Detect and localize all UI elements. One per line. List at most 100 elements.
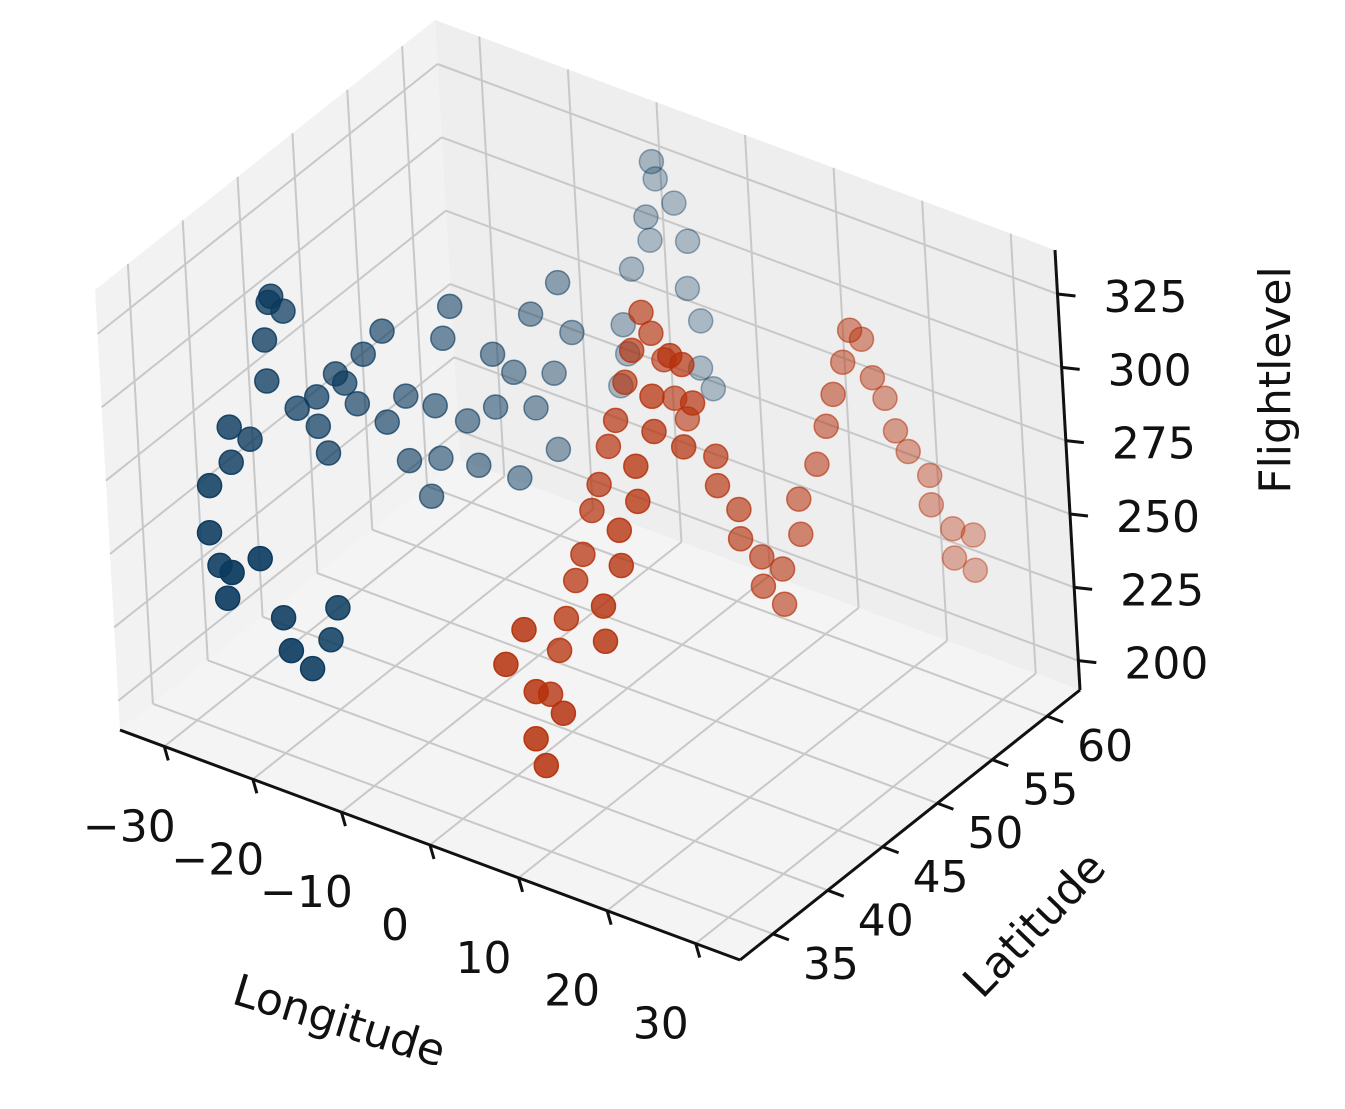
x-tick-mark: [162, 746, 170, 761]
y-tick-label: 35: [803, 939, 859, 990]
data-point-series-2: [586, 471, 612, 498]
grid-line-z-back: [457, 429, 1079, 662]
grid-line-y-side: [126, 263, 154, 704]
data-point-series-1: [610, 311, 636, 338]
x-tick-mark: [694, 943, 702, 958]
grid-line-y-floor: [152, 702, 774, 935]
y-axis-label: Latitude: [953, 842, 1115, 1008]
data-point-series-2: [940, 515, 966, 542]
data-point-series-1: [507, 465, 533, 491]
data-point-series-1: [422, 392, 448, 419]
data-point-series-2: [750, 573, 777, 599]
z-tick-mark: [1078, 659, 1097, 665]
z-tick-label: 200: [1124, 639, 1208, 690]
grid-line-x-floor: [340, 541, 683, 813]
grid-line-y-side: [346, 89, 374, 530]
z-tick-mark: [1061, 365, 1080, 371]
data-point-series-2: [523, 726, 549, 752]
data-point-series-2: [592, 628, 619, 655]
data-point-series-2: [882, 418, 909, 444]
x-tick-mark: [517, 877, 525, 893]
data-point-series-2: [511, 616, 537, 643]
data-point-series-1: [350, 341, 376, 367]
data-point-series-2: [550, 700, 577, 726]
data-point-series-1: [216, 414, 242, 440]
x-tick-label: −30: [83, 801, 176, 852]
data-point-series-1: [517, 301, 544, 327]
data-point-series-2: [546, 637, 573, 664]
grid-line-y-floor: [262, 615, 883, 848]
data-point-series-1: [430, 325, 456, 352]
grid-line-x-floor: [252, 508, 594, 781]
data-point-series-2: [590, 593, 617, 619]
data-point-series-2: [608, 552, 635, 579]
data-point-series-1: [454, 408, 481, 434]
data-point-series-2: [788, 521, 814, 548]
grid-line-z-back: [449, 283, 1071, 515]
grid-line-z-back: [445, 209, 1067, 442]
grid-line-x-back: [744, 134, 771, 576]
y-tick-mark: [827, 888, 845, 898]
data-point-series-1: [674, 275, 701, 302]
y-tick-label: 55: [1022, 765, 1078, 816]
data-point-series-2: [679, 390, 706, 416]
data-point-series-1: [299, 655, 326, 682]
data-points: [196, 148, 989, 779]
grid-line-z-side: [117, 429, 459, 702]
grid-line-x-back: [921, 200, 949, 641]
data-point-series-2: [639, 383, 665, 410]
grid-line-y-floor: [426, 485, 1048, 718]
data-point-series-1: [479, 341, 506, 367]
y-tick-label: 60: [1077, 721, 1133, 772]
data-point-series-2: [641, 418, 667, 445]
data-point-series-2: [895, 438, 921, 465]
data-point-series-2: [493, 651, 519, 678]
data-point-series-2: [804, 451, 830, 478]
data-point-series-1: [637, 227, 663, 253]
data-point-series-2: [579, 497, 605, 524]
data-point-series-1: [278, 637, 305, 664]
grid-line-x-back: [566, 69, 594, 510]
z-tick-mark: [1069, 512, 1089, 518]
data-point-series-2: [859, 364, 886, 391]
data-point-series-1: [369, 318, 395, 344]
data-point-series-2: [726, 496, 752, 523]
data-point-series-1: [661, 190, 687, 216]
data-point-series-1: [700, 375, 727, 402]
data-point-series-1: [559, 319, 585, 346]
grid-line-z-back: [441, 136, 1063, 369]
data-point-series-2: [595, 433, 622, 460]
grid-line-z-side: [101, 136, 443, 409]
z-axis-line: [1053, 249, 1082, 691]
y-tick-label: 40: [858, 895, 914, 946]
y-tick-mark: [991, 758, 1009, 768]
y-tick-mark: [882, 845, 900, 855]
data-point-series-2: [562, 567, 589, 594]
data-point-series-1: [393, 383, 419, 409]
x-tick-mark: [605, 910, 613, 926]
data-point-series-2: [638, 320, 664, 347]
data-point-series-1: [418, 483, 445, 510]
y-tick-label: 50: [967, 808, 1023, 859]
x-tick-mark: [339, 811, 347, 827]
grid-line-x-back: [832, 167, 860, 608]
grid-line-y-side: [291, 133, 319, 574]
data-point-series-1: [544, 269, 571, 296]
x-axis-label: Longitude: [227, 965, 451, 1078]
data-point-series-1: [303, 384, 330, 410]
data-point-series-1: [214, 585, 241, 611]
data-point-series-1: [325, 595, 351, 621]
grid-line-y-side: [181, 220, 209, 661]
data-point-series-1: [318, 626, 344, 653]
x-tick-label: 10: [456, 933, 512, 984]
data-point-series-2: [829, 349, 856, 375]
y-tick-mark: [1046, 714, 1064, 724]
data-point-series-1: [344, 390, 371, 417]
x-tick-label: −20: [171, 834, 264, 885]
grid-line-y-floor: [317, 572, 938, 805]
data-point-series-1: [374, 409, 400, 435]
data-point-series-1: [396, 447, 423, 474]
